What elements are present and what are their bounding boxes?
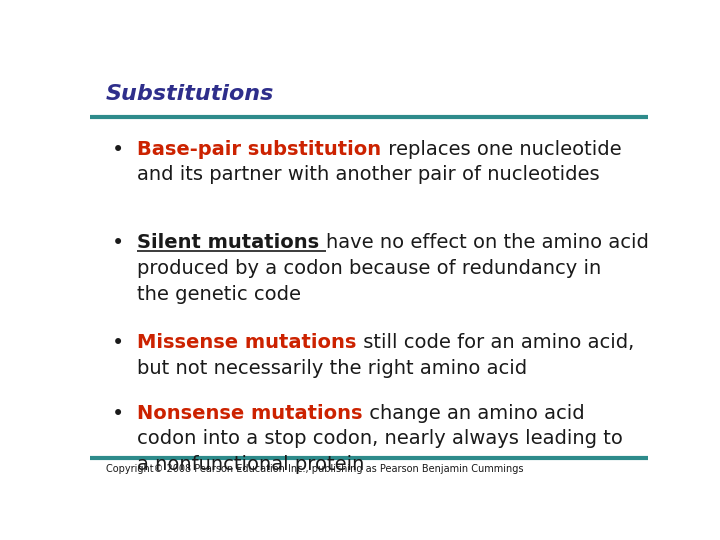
Text: still code for an amino acid,: still code for an amino acid,: [357, 333, 634, 352]
Text: •: •: [112, 233, 125, 253]
Text: replaces one nucleotide: replaces one nucleotide: [382, 140, 621, 159]
Text: •: •: [112, 140, 125, 160]
Text: and its partner with another pair of nucleotides: and its partner with another pair of nuc…: [138, 165, 600, 185]
Text: the genetic code: the genetic code: [138, 285, 302, 304]
Text: Copyright© 2008 Pearson Education Inc., publishing as Pearson Benjamin Cummings: Copyright© 2008 Pearson Education Inc., …: [106, 464, 523, 474]
Text: but not necessarily the right amino acid: but not necessarily the right amino acid: [138, 359, 528, 378]
Text: Substitutions: Substitutions: [106, 84, 274, 104]
Text: Silent mutations: Silent mutations: [138, 233, 326, 252]
Text: change an amino acid: change an amino acid: [363, 404, 585, 423]
Text: Missense mutations: Missense mutations: [138, 333, 357, 352]
Text: •: •: [112, 404, 125, 424]
Text: Nonsense mutations: Nonsense mutations: [138, 404, 363, 423]
Text: •: •: [112, 333, 125, 353]
Text: Base-pair substitution: Base-pair substitution: [138, 140, 382, 159]
Text: have no effect on the amino acid: have no effect on the amino acid: [326, 233, 649, 252]
Text: produced by a codon because of redundancy in: produced by a codon because of redundanc…: [138, 259, 602, 278]
Text: a nonfunctional protein: a nonfunctional protein: [138, 455, 365, 474]
Text: codon into a stop codon, nearly always leading to: codon into a stop codon, nearly always l…: [138, 429, 624, 448]
